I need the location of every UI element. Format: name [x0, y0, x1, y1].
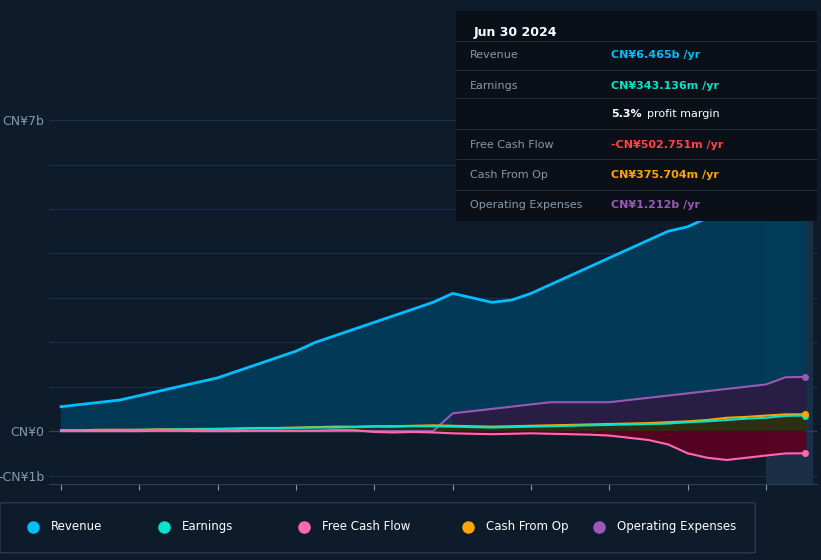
Text: CN¥343.136m /yr: CN¥343.136m /yr: [611, 81, 719, 91]
Text: Revenue: Revenue: [51, 520, 103, 533]
Text: Operating Expenses: Operating Expenses: [470, 200, 582, 211]
Text: CN¥6.465b /yr: CN¥6.465b /yr: [611, 50, 700, 60]
Text: Cash From Op: Cash From Op: [486, 520, 568, 533]
Text: CN¥1.212b /yr: CN¥1.212b /yr: [611, 200, 700, 211]
Text: Jun 30 2024: Jun 30 2024: [474, 26, 557, 39]
Text: Earnings: Earnings: [182, 520, 234, 533]
Text: CN¥375.704m /yr: CN¥375.704m /yr: [611, 170, 719, 180]
Text: profit margin: profit margin: [647, 109, 720, 119]
Text: Free Cash Flow: Free Cash Flow: [322, 520, 410, 533]
Text: Operating Expenses: Operating Expenses: [617, 520, 736, 533]
Text: 5.3%: 5.3%: [611, 109, 642, 119]
Text: Earnings: Earnings: [470, 81, 519, 91]
Text: Cash From Op: Cash From Op: [470, 170, 548, 180]
Text: Free Cash Flow: Free Cash Flow: [470, 139, 553, 150]
Text: -CN¥502.751m /yr: -CN¥502.751m /yr: [611, 139, 723, 150]
Bar: [766, 98, 813, 484]
Text: Revenue: Revenue: [470, 50, 519, 60]
